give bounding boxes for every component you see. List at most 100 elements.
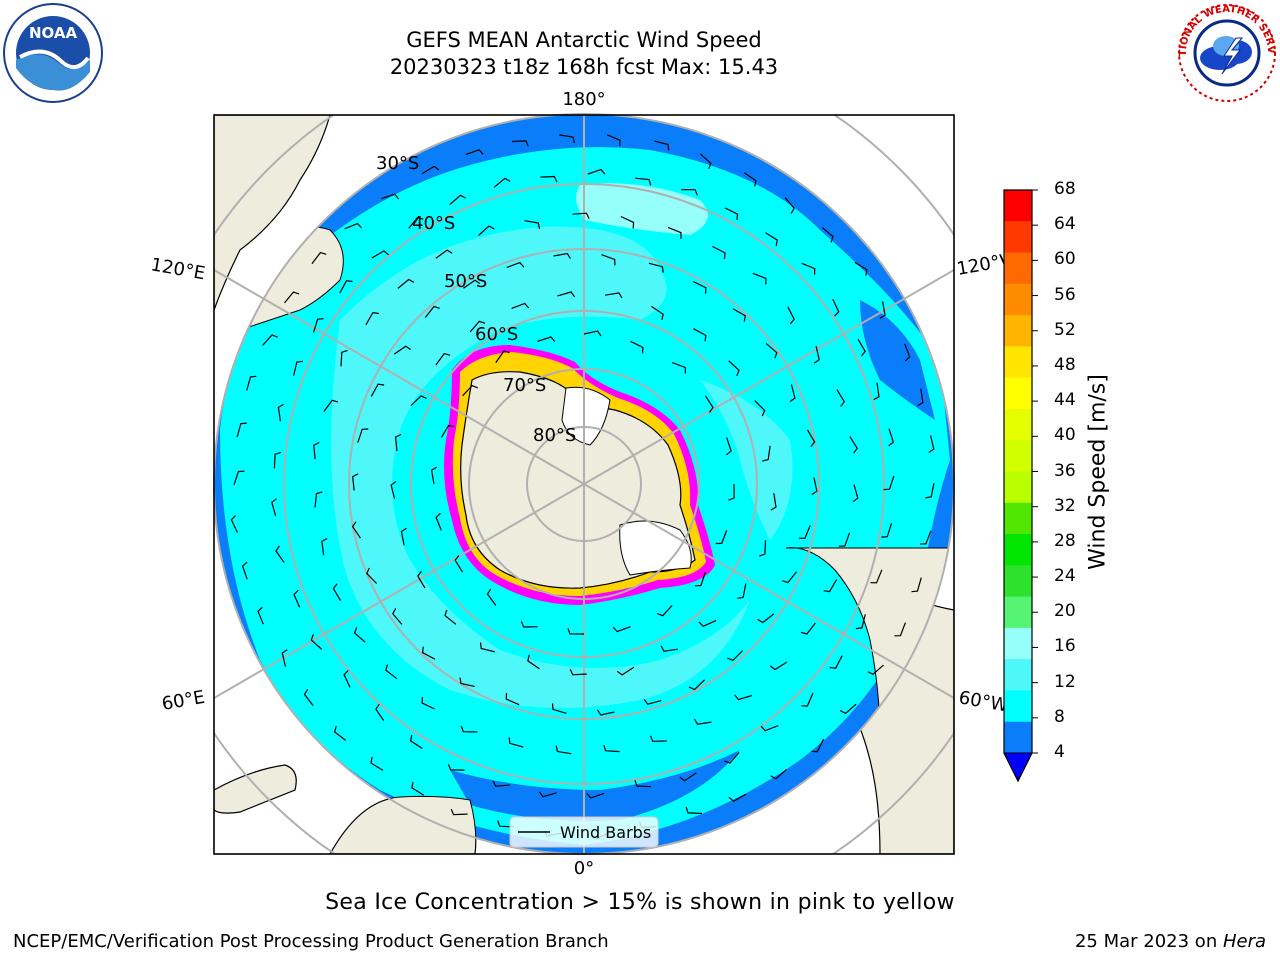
wind-barb bbox=[928, 435, 935, 453]
wind-barb bbox=[727, 650, 744, 662]
wind-barb bbox=[293, 589, 301, 608]
wind-barb bbox=[339, 280, 353, 294]
wind-barb bbox=[262, 334, 278, 346]
wind-barb bbox=[465, 149, 484, 156]
wind-barb bbox=[511, 302, 530, 309]
wind-barb bbox=[435, 249, 453, 259]
colorbar-tick-label: 44 bbox=[1054, 390, 1076, 411]
wind-barb bbox=[811, 738, 825, 753]
wind-barb bbox=[601, 254, 616, 266]
wind-barb bbox=[281, 649, 288, 667]
lon-label-lower-right: 60°W bbox=[957, 687, 1010, 716]
ronne-ice-shelf bbox=[619, 520, 692, 576]
wind-barb bbox=[757, 613, 775, 624]
wind-barb bbox=[492, 780, 510, 787]
wind-barb bbox=[743, 172, 757, 187]
wind-barb bbox=[524, 220, 541, 230]
colorbar-outline bbox=[1003, 189, 1033, 783]
wind-barb bbox=[371, 250, 389, 259]
wind-barb bbox=[857, 338, 866, 357]
wind-barb bbox=[770, 768, 787, 780]
wind-barb bbox=[762, 445, 771, 462]
colorbar-tick-label: 8 bbox=[1054, 706, 1065, 727]
wind-barb bbox=[769, 661, 788, 671]
wind-barb bbox=[685, 806, 703, 815]
wind-barb bbox=[904, 343, 911, 362]
lat-label-50: 50°S bbox=[444, 271, 487, 292]
wind-barb bbox=[832, 298, 840, 317]
colorbar-segment bbox=[1004, 627, 1032, 660]
wind-barb bbox=[605, 292, 623, 299]
wind-barb bbox=[430, 466, 438, 485]
colorbar-segment bbox=[1004, 408, 1032, 441]
wind-barb bbox=[849, 436, 858, 454]
colorbar-tick-label: 20 bbox=[1054, 601, 1076, 622]
wind-barb bbox=[479, 642, 495, 653]
svg-text:NOAA: NOAA bbox=[29, 24, 78, 42]
wind-barb bbox=[497, 820, 514, 828]
wind-barb bbox=[587, 168, 606, 175]
colorbar-segment bbox=[1004, 346, 1032, 379]
wind-barb bbox=[715, 530, 728, 545]
wind-barb bbox=[332, 583, 342, 601]
wind-barb bbox=[527, 654, 540, 670]
wind-barb bbox=[724, 207, 739, 221]
wind-barb bbox=[784, 197, 795, 214]
wind-barb bbox=[787, 306, 795, 325]
wind-barb bbox=[798, 525, 811, 540]
wind-barb bbox=[643, 699, 662, 705]
wind-barb bbox=[538, 791, 557, 798]
lon-label-top: 180° bbox=[562, 89, 605, 110]
wind-barb bbox=[836, 389, 846, 407]
wind-barb bbox=[313, 441, 320, 460]
wind-barb bbox=[421, 696, 435, 710]
wind-barb bbox=[813, 345, 820, 364]
wind-barb bbox=[246, 375, 257, 391]
wind-barb bbox=[435, 512, 442, 531]
wind-barb bbox=[462, 384, 479, 397]
wind-barb bbox=[656, 604, 673, 617]
colorbar-segment bbox=[1004, 440, 1032, 472]
wind-barb bbox=[671, 362, 686, 374]
footer-date: 25 Mar 2023 on Hera bbox=[1075, 931, 1266, 952]
wind-barb bbox=[508, 737, 524, 748]
colorbar-tick-label: 16 bbox=[1054, 636, 1076, 657]
footer-credit: NCEP/EMC/Verification Post Processing Pr… bbox=[13, 931, 609, 952]
wind-barb bbox=[553, 252, 571, 259]
wind-barb bbox=[555, 745, 572, 755]
wind-barb bbox=[559, 134, 575, 144]
wind-barb bbox=[789, 384, 796, 403]
wind-barb bbox=[233, 470, 245, 486]
wind-barb bbox=[311, 251, 327, 265]
wind-barb bbox=[409, 734, 423, 750]
wind-barb bbox=[888, 428, 894, 447]
wind-barb bbox=[370, 756, 384, 771]
wind-barb bbox=[752, 272, 767, 285]
wind-band-12b bbox=[700, 380, 793, 540]
colorbar-segment bbox=[1004, 190, 1032, 222]
wind-barb bbox=[806, 429, 816, 447]
colorbar-segment bbox=[1004, 315, 1032, 347]
wind-barb bbox=[454, 555, 464, 573]
wind-barb bbox=[596, 709, 615, 716]
wind-barb bbox=[801, 692, 814, 707]
wind-band-4-south bbox=[450, 750, 740, 821]
wind-barb bbox=[823, 579, 838, 593]
colorbar-tick-label: 40 bbox=[1054, 425, 1076, 446]
wind-barb bbox=[586, 792, 605, 799]
wind-barb bbox=[606, 134, 621, 147]
colorbar-tick-label: 32 bbox=[1054, 495, 1076, 516]
wind-barb bbox=[520, 621, 538, 628]
colorbar-segment bbox=[1004, 377, 1032, 410]
wind-barb bbox=[230, 515, 238, 533]
wind-barb bbox=[394, 433, 402, 452]
colorbar-tick-label: 64 bbox=[1054, 214, 1076, 235]
wind-barb bbox=[321, 537, 328, 556]
wind-barb bbox=[883, 475, 895, 491]
wind-barb bbox=[303, 688, 314, 706]
wind-barb bbox=[693, 328, 707, 342]
colorbar-tick-label: 36 bbox=[1054, 460, 1076, 481]
wind-barb bbox=[333, 725, 347, 741]
lat-label-60: 60°S bbox=[475, 324, 518, 345]
